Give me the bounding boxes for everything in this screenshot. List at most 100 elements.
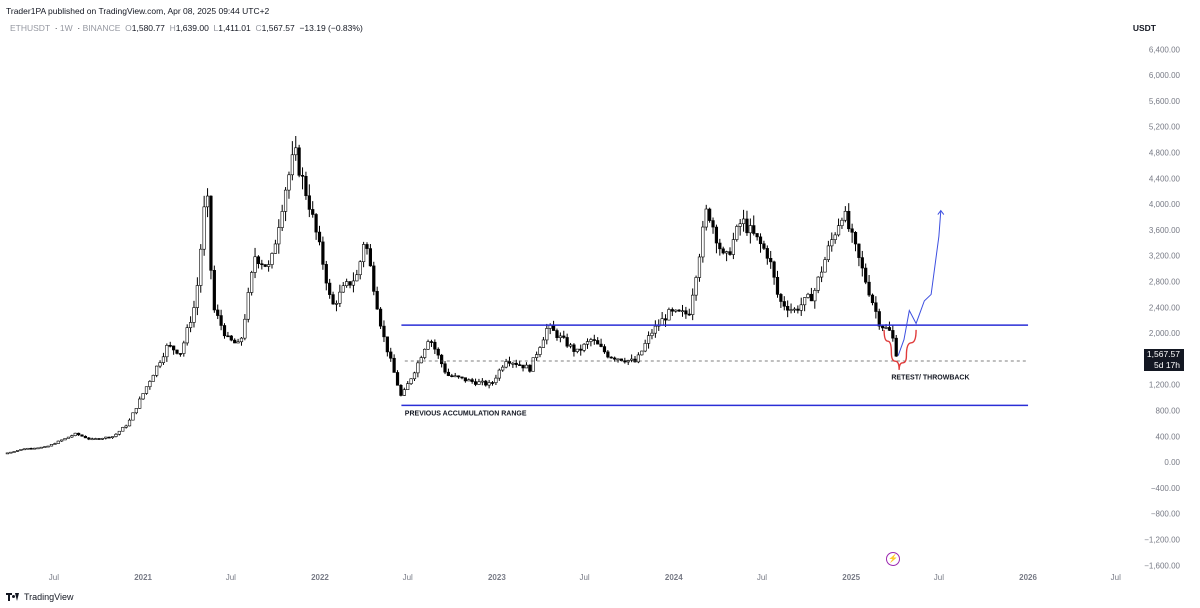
candle-body <box>351 280 356 286</box>
candle-body <box>728 251 732 255</box>
candle-body <box>239 337 244 343</box>
candle-body <box>592 339 596 341</box>
candle-body <box>212 270 216 311</box>
candle-body <box>731 239 735 255</box>
candle-body <box>741 218 746 225</box>
candle-body <box>836 225 841 236</box>
candle-body <box>663 318 668 321</box>
candle-body <box>840 219 844 227</box>
candle-body <box>348 281 352 286</box>
candle-body <box>816 276 820 291</box>
candle-body <box>178 353 183 355</box>
candle-body <box>80 434 84 437</box>
candle-body <box>867 281 871 296</box>
symbol-label[interactable]: ETHUSDT <box>10 23 50 33</box>
candle-body <box>93 438 98 440</box>
candle-body <box>287 174 291 191</box>
candle-body <box>392 357 396 373</box>
projection-arrowhead <box>937 209 945 215</box>
ohlc-legend: ETHUSDT · 1W · BINANCE O1,580.77 H1,639.… <box>10 23 363 33</box>
candle-body <box>494 377 498 383</box>
x-tick-label: 2022 <box>311 573 329 582</box>
y-tick-label: 4,400.00 <box>1149 174 1181 183</box>
open-value: 1,580.77 <box>131 23 165 33</box>
candle-body <box>334 303 339 305</box>
candle-body <box>5 452 9 455</box>
candle-body <box>518 364 522 366</box>
candle-body <box>779 294 783 302</box>
candle-body <box>881 325 885 329</box>
candle-body <box>473 381 478 385</box>
candle-body <box>674 309 678 312</box>
y-tick-label: −800.00 <box>1151 510 1181 519</box>
y-tick-label: −1,200.00 <box>1144 536 1180 545</box>
candle-body <box>453 375 457 378</box>
candle-body <box>406 383 410 390</box>
candle-body <box>216 309 220 316</box>
candle-body <box>243 318 247 339</box>
candle-body <box>202 206 206 250</box>
x-tick-label: 2024 <box>665 573 683 582</box>
candle-body <box>650 332 654 336</box>
y-tick-label: 6,400.00 <box>1149 45 1181 54</box>
candle-body <box>172 345 176 351</box>
y-tick-label: 4,000.00 <box>1149 200 1181 209</box>
candle-body <box>416 362 420 374</box>
candle-body <box>606 351 610 358</box>
close-label: C <box>255 23 262 33</box>
x-tick-label: Jul <box>579 573 589 582</box>
high-label: H <box>169 23 176 33</box>
candle-body <box>314 214 318 233</box>
candle-body <box>721 248 725 254</box>
candle-body <box>833 234 837 240</box>
lightning-icon[interactable]: ⚡ <box>886 552 900 566</box>
candle-body <box>609 356 613 359</box>
candle-body <box>589 339 593 342</box>
candle-body <box>555 330 559 338</box>
candle-body <box>331 294 335 305</box>
candle-body <box>277 227 281 245</box>
candle-body <box>857 243 861 258</box>
candle-body <box>97 438 101 440</box>
candle-body <box>887 327 892 331</box>
footer: TradingView <box>6 592 74 602</box>
candle-body <box>755 233 759 238</box>
candle-body <box>270 253 274 265</box>
candle-body <box>819 271 824 278</box>
y-tick-label: 400.00 <box>1156 432 1181 441</box>
candle-body <box>514 362 518 365</box>
candle-body <box>283 189 288 212</box>
candle-body <box>39 446 43 449</box>
candle-body <box>307 195 311 210</box>
candle-body <box>524 364 529 369</box>
candle-body <box>395 372 400 386</box>
candle-body <box>860 257 864 269</box>
brand-label: TradingView <box>24 592 74 602</box>
low-label: L <box>213 23 219 33</box>
interval-label[interactable]: 1W <box>59 23 73 33</box>
candle-body <box>772 261 776 278</box>
candle-body <box>83 435 88 439</box>
candle-body <box>117 430 121 435</box>
y-tick-label: 4,800.00 <box>1149 149 1181 158</box>
candle-body <box>63 438 67 441</box>
candle-body <box>355 274 359 282</box>
candle-body <box>490 382 495 384</box>
candle-body <box>786 305 790 311</box>
candle-body <box>148 381 152 388</box>
candle-body <box>623 360 627 363</box>
candle-body <box>419 357 423 364</box>
candle-body <box>874 302 878 312</box>
candle-body <box>443 363 447 373</box>
candle-body <box>799 304 803 311</box>
candle-body <box>385 336 389 353</box>
candle-body <box>338 291 342 304</box>
y-tick-label: −400.00 <box>1151 484 1181 493</box>
candle-body <box>236 341 240 344</box>
candle-body <box>541 339 546 348</box>
candle-body <box>864 267 868 283</box>
candle-body <box>32 447 37 450</box>
candle-body <box>613 357 617 360</box>
candle-body <box>56 440 60 444</box>
